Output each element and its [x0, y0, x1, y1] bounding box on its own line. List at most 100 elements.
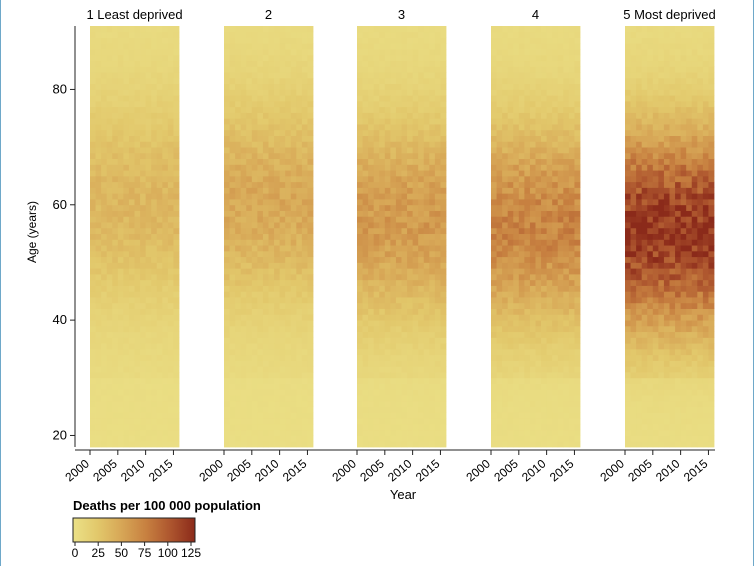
heatmap-cell [440, 227, 447, 235]
heatmap-cell [362, 389, 369, 396]
heatmap-cell [557, 83, 564, 90]
heatmap-cell [229, 268, 236, 275]
heatmap-cell [151, 233, 158, 240]
heatmap-cell [117, 343, 124, 350]
heatmap-cell [368, 141, 375, 148]
heatmap-cell [301, 112, 308, 119]
heatmap-cell [229, 204, 236, 211]
heatmap-cell [568, 141, 575, 148]
heatmap-cell [235, 43, 242, 50]
heatmap-cell [112, 135, 119, 142]
heatmap-cell [630, 360, 637, 367]
heatmap-cell [529, 204, 536, 211]
heatmap-cell [251, 175, 258, 183]
heatmap-cell [379, 372, 386, 379]
heatmap-cell [156, 256, 163, 263]
heatmap-cell [502, 418, 509, 425]
heatmap-cell [507, 429, 514, 436]
heatmap-cell [541, 273, 548, 281]
heatmap-cell [373, 135, 380, 142]
heatmap-cell [240, 279, 247, 286]
heatmap-cell [134, 348, 141, 356]
heatmap-cell [251, 54, 258, 62]
heatmap-cell [557, 372, 564, 379]
heatmap-cell [440, 325, 447, 333]
heatmap-cell [128, 262, 135, 269]
heatmap-cell [173, 124, 180, 131]
heatmap-cell [630, 141, 637, 148]
heatmap-cell [507, 31, 514, 38]
heatmap-cell [229, 170, 236, 177]
heatmap-cell [574, 389, 581, 396]
heatmap-cell [529, 43, 536, 50]
heatmap-cell [134, 49, 141, 56]
heatmap-cell [636, 77, 643, 85]
heatmap-cell [418, 204, 425, 211]
heatmap-cell [123, 60, 130, 67]
heatmap-cell [423, 54, 430, 62]
heatmap-cell [395, 187, 402, 194]
heatmap-cell [418, 147, 425, 154]
heatmap-cell [390, 31, 397, 38]
heatmap-cell [423, 204, 430, 211]
heatmap-cell [301, 170, 308, 177]
heatmap-cell [395, 360, 402, 367]
heatmap-cell [625, 193, 631, 200]
heatmap-cell [229, 418, 236, 425]
heatmap-cell [173, 233, 180, 240]
heatmap-cell [518, 250, 525, 258]
heatmap-cell [362, 366, 369, 373]
heatmap-cell [117, 199, 124, 206]
heatmap-cell [390, 95, 397, 102]
heatmap-cell [307, 233, 314, 240]
heatmap-cell [251, 193, 258, 200]
heatmap-cell [307, 348, 314, 356]
heatmap-cell [401, 314, 408, 321]
heatmap-cell [128, 216, 135, 223]
heatmap-cell [401, 210, 408, 217]
heatmap-cell [636, 199, 643, 206]
heatmap-cell [546, 181, 553, 188]
heatmap-cell [357, 383, 363, 390]
heatmap-cell [235, 222, 242, 229]
heatmap-cell [235, 279, 242, 286]
heatmap-cell [524, 372, 531, 379]
heatmap-cell [647, 395, 654, 402]
heatmap-cell [412, 135, 419, 142]
heatmap-cell [279, 268, 286, 275]
heatmap-cell [257, 400, 264, 408]
heatmap-cell [274, 245, 281, 252]
heatmap-cell [173, 250, 180, 258]
heatmap-cell [251, 152, 258, 160]
heatmap-cell [257, 210, 264, 217]
heatmap-cell [117, 216, 124, 223]
heatmap-cell [246, 337, 253, 344]
heatmap-cell [379, 366, 386, 373]
heatmap-cell [496, 106, 503, 113]
heatmap-cell [491, 320, 497, 327]
heatmap-cell [541, 314, 548, 321]
heatmap-cell [173, 164, 180, 171]
heatmap-cell [518, 193, 525, 200]
heatmap-cell [563, 337, 570, 344]
heatmap-cell [173, 187, 180, 194]
heatmap-cell [552, 406, 559, 413]
heatmap-cell [423, 429, 430, 436]
heatmap-cell [440, 314, 447, 321]
heatmap-cell [546, 100, 553, 108]
heatmap-cell [101, 429, 108, 436]
heatmap-cell [423, 216, 430, 223]
heatmap-cell [296, 389, 303, 396]
heatmap-cell [307, 279, 314, 286]
heatmap-cell [401, 164, 408, 171]
heatmap-cell [101, 112, 108, 119]
heatmap-cell [373, 372, 380, 379]
heatmap-cell [535, 72, 542, 79]
heatmap-cell [229, 262, 236, 269]
heatmap-cell [395, 320, 402, 327]
heatmap-cell [440, 147, 447, 154]
heatmap-cell [95, 141, 102, 148]
heatmap-cell [557, 135, 564, 142]
heatmap-cell [274, 331, 281, 338]
heatmap-cell [224, 141, 230, 148]
